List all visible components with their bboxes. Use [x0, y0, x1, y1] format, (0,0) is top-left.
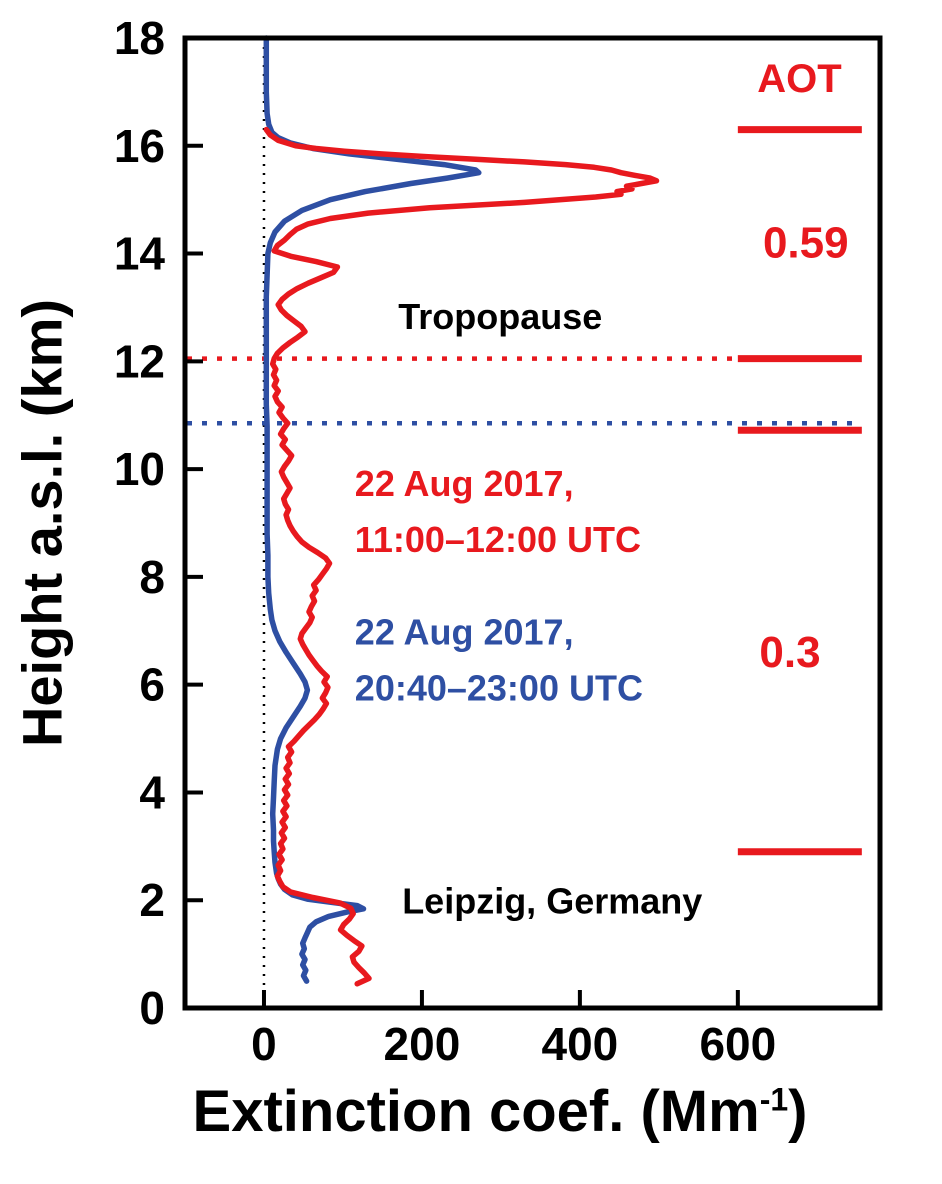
- plot-frame: [182, 35, 883, 1011]
- y-axis-title: Height a.s.l. (km): [10, 298, 74, 748]
- x-tick-label: 0: [251, 1018, 277, 1070]
- y-tick-label: 16: [114, 120, 165, 172]
- series-label-day: 22 Aug 2017,: [355, 463, 574, 504]
- day-profile-line: [263, 126, 660, 987]
- aot-value-1: 0.3: [759, 628, 820, 677]
- x-tick-label: 200: [384, 1018, 461, 1070]
- series-label-night: 20:40–23:00 UTC: [355, 667, 643, 708]
- aot-value-0: 0.59: [763, 218, 849, 267]
- series-label-day: 11:00–12:00 UTC: [355, 519, 641, 560]
- series-label-night: 22 Aug 2017,: [355, 611, 574, 652]
- aot-header-label: AOT: [757, 57, 841, 101]
- night-profile-line: [263, 35, 482, 984]
- y-tick-label: 6: [139, 659, 165, 711]
- x-axis-title: Extinction coef. (Mm-1): [120, 1078, 880, 1145]
- x-axis-title-main: Extinction coef. (Mm: [192, 1079, 760, 1144]
- y-tick-label: 0: [139, 982, 165, 1034]
- y-tick-label: 14: [114, 228, 166, 280]
- y-tick-label: 18: [114, 12, 165, 64]
- x-tick-label: 400: [542, 1018, 619, 1070]
- x-tick-label: 600: [699, 1018, 776, 1070]
- y-tick-label: 8: [139, 551, 165, 603]
- y-tick-label: 12: [114, 335, 165, 387]
- y-tick-label: 4: [139, 766, 165, 818]
- location-label: Leipzig, Germany: [402, 881, 702, 922]
- x-axis-title-end: ): [788, 1079, 808, 1144]
- tropopause-label: Tropopause: [398, 296, 602, 337]
- y-tick-label: 10: [114, 443, 165, 495]
- x-axis-title-superscript: -1: [759, 1081, 789, 1118]
- y-tick-label: 2: [139, 874, 165, 926]
